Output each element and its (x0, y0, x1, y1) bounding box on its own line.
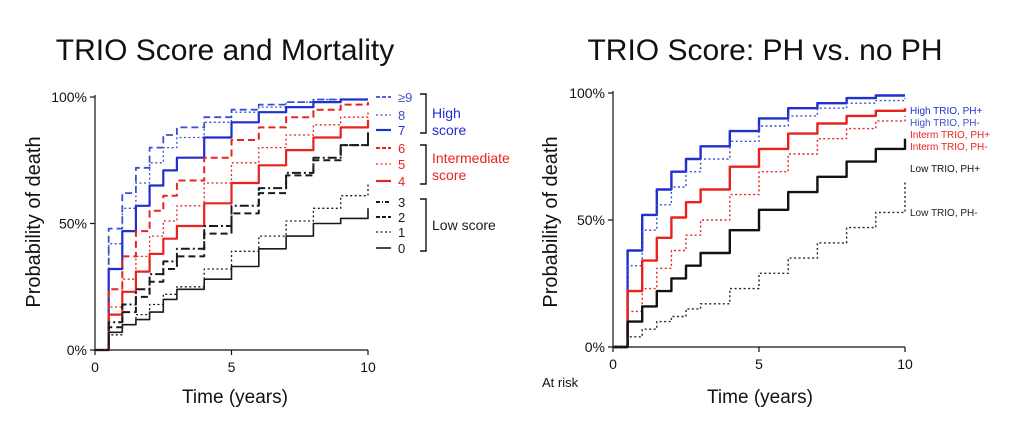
legend-score-label: 2 (398, 210, 405, 225)
chart2-title: TRIO Score: PH vs. no PH (587, 34, 942, 67)
legend-group-label-line: score (432, 167, 466, 183)
x-tick-label: 5 (755, 356, 763, 372)
legend-label-0: High TRIO, PH+ (910, 106, 982, 117)
legend-score-label: 5 (398, 157, 405, 172)
series-line-0 (95, 208, 369, 351)
legend-score-label: 1 (398, 225, 405, 240)
series-line-High TRIO, PH+ (613, 94, 905, 349)
legend-group-label-line: score (432, 122, 466, 138)
legend-group-label: Intermediate score (432, 150, 510, 183)
series-line-7 (95, 98, 368, 352)
legend-label-1: High TRIO, PH- (910, 118, 980, 129)
legend-score-label: 6 (398, 141, 405, 156)
series-line-Low TRIO, PH- (613, 181, 906, 348)
series-line-Interm TRIO, PH+ (613, 108, 907, 349)
series-line-Low TRIO, PH+ (613, 138, 907, 349)
legend-label-4: Low TRIO, PH+ (910, 164, 980, 175)
y-tick-label: 0% (585, 339, 605, 355)
chart1-xlabel: Time (years) (182, 387, 288, 408)
x-tick-label: 5 (228, 359, 236, 375)
legend-score-label: 0 (398, 241, 405, 256)
legend-score-label: ≥9 (398, 90, 412, 105)
x-tick-label: 0 (91, 359, 99, 375)
legend-bracket (420, 144, 427, 185)
series-line-2 (95, 132, 369, 351)
series-line-8 (95, 98, 368, 351)
legend-score-label: 3 (398, 195, 405, 210)
y-tick-label: 100% (569, 85, 605, 101)
series-line-6 (95, 102, 369, 351)
chart1-ylabel: Probability of death (23, 136, 45, 307)
legend-score-label: 8 (398, 108, 405, 123)
legend-group-label-line: Intermediate (432, 150, 510, 166)
y-tick-label: 50% (577, 212, 605, 228)
x-tick-label: 10 (897, 356, 913, 372)
x-tick-label: 10 (360, 359, 376, 375)
chart1-plot-area: 0% 50% 100% 0 5 10 (51, 89, 376, 375)
y-tick-label: 100% (51, 89, 87, 105)
legend-bracket (420, 93, 427, 134)
x-tick-label: 0 (609, 356, 617, 372)
chart2-at-risk-label: At risk (542, 375, 579, 390)
legend-group-label: Low score (432, 217, 496, 233)
legend-label-2: Interm TRIO, PH+ (910, 130, 990, 141)
legend-group-label-line: Low score (432, 217, 496, 233)
legend-score-label: 7 (398, 123, 405, 138)
y-tick-label: 0% (67, 342, 87, 358)
legend-group-label-line: High (432, 105, 461, 121)
legend-group-label: High score (432, 105, 466, 138)
chart1-title: TRIO Score and Mortality (56, 34, 394, 67)
chart2-xlabel: Time (years) (707, 387, 813, 408)
series-line-Interm TRIO, PH- (613, 115, 906, 348)
chart2-legend: High TRIO, PH+High TRIO, PH-Interm TRIO,… (910, 106, 990, 219)
legend-score-label: 4 (398, 174, 405, 189)
y-tick-label: 50% (59, 216, 87, 232)
chart2-ylabel: Probability of death (540, 136, 562, 307)
chart2-plot-area: 0% 50% 100% 0 5 10 (569, 85, 913, 372)
legend-bracket (420, 198, 427, 252)
legend-label-3: Interm TRIO, PH- (910, 142, 988, 153)
legend-label-5: Low TRIO, PH- (910, 208, 978, 219)
